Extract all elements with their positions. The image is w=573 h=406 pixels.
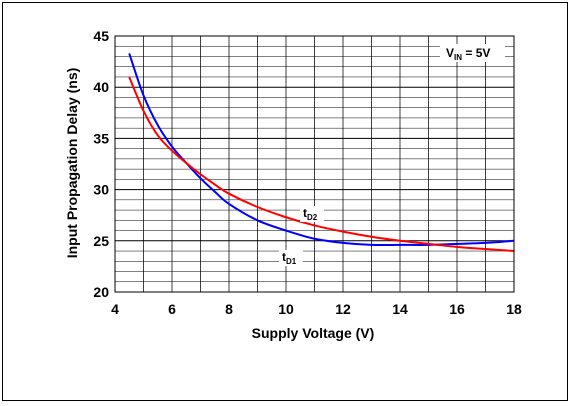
x-tick-label: 6	[168, 301, 176, 317]
series-label-td1-box	[279, 250, 303, 266]
grid-major	[115, 36, 514, 292]
series-label-td2: tD2	[303, 206, 318, 222]
y-tick-label: 25	[93, 233, 109, 249]
vin-annotation: VIN = 5V	[446, 46, 490, 62]
y-tick-label: 45	[93, 28, 109, 44]
x-tick-label: 10	[278, 301, 294, 317]
y-axis-label: Input Propagation Delay (ns)	[64, 68, 80, 259]
series-label-td2-box	[300, 206, 324, 222]
vin-annotation-box	[440, 44, 505, 62]
chart-frame	[2, 2, 568, 401]
y-tick-label: 40	[93, 79, 109, 95]
x-tick-label: 14	[392, 301, 408, 317]
plot-area	[114, 35, 515, 293]
series-line-td2	[128, 76, 515, 253]
x-tick-label: 12	[335, 301, 351, 317]
y-tick-label: 35	[93, 130, 109, 146]
x-axis-label: Supply Voltage (V)	[252, 325, 375, 341]
x-tick-label: 4	[111, 301, 119, 317]
y-tick-label: 20	[93, 284, 109, 300]
series-lines	[128, 53, 515, 253]
y-tick-label: 30	[93, 182, 109, 198]
series-label-td1: tD1	[282, 250, 297, 266]
x-tick-label: 18	[506, 301, 522, 317]
x-tick-labels: 4 6 8 10 12 14 16 18	[111, 301, 522, 317]
y-tick-labels: 20 25 30 35 40 45	[93, 28, 109, 300]
x-tick-label: 16	[449, 301, 465, 317]
x-tick-label: 8	[225, 301, 233, 317]
